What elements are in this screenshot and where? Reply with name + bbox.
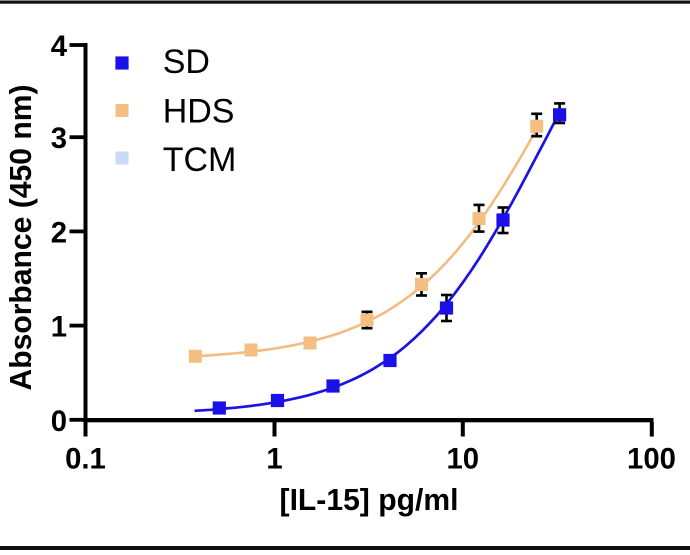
svg-text:1: 1	[266, 443, 282, 476]
svg-text:0.1: 0.1	[65, 443, 106, 476]
svg-text:1: 1	[51, 311, 67, 344]
svg-text:SD: SD	[163, 43, 210, 81]
svg-text:10: 10	[447, 443, 480, 476]
svg-text:4: 4	[51, 30, 68, 63]
svg-text:TCM: TCM	[163, 141, 237, 179]
svg-text:HDS: HDS	[163, 92, 235, 130]
svg-text:3: 3	[51, 122, 67, 155]
svg-text:100: 100	[627, 443, 676, 476]
svg-text:[IL-15] pg/ml: [IL-15] pg/ml	[280, 484, 459, 517]
svg-text:2: 2	[51, 216, 67, 249]
svg-text:Absorbance (450 nm): Absorbance (450 nm)	[5, 84, 38, 390]
svg-text:0: 0	[51, 405, 67, 438]
